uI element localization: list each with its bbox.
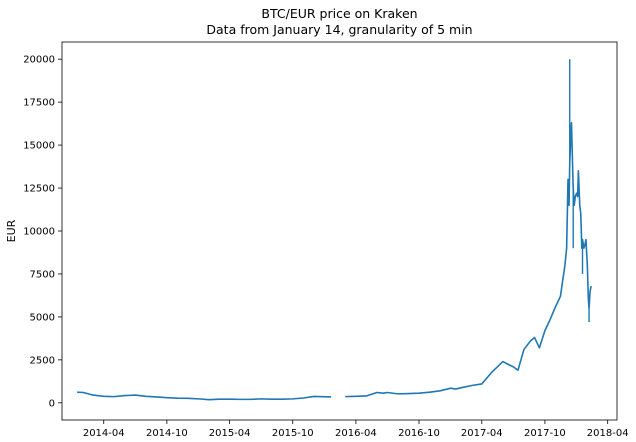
y-tick-label: 10000 — [23, 227, 55, 238]
x-axis: 2014-04 2014-10 2015-04 2015-10 2016-04 2016-… — [83, 420, 629, 439]
x-tick-label: 2016-10 — [398, 428, 440, 439]
x-tick-label: 2017-04 — [461, 428, 503, 439]
chart-title: BTC/EUR price on Kraken — [261, 6, 418, 21]
plot-frame — [61, 41, 618, 421]
y-tick-label: 15000 — [23, 141, 55, 152]
chart-subtitle: Data from January 14, granularity of 5 m… — [206, 22, 473, 37]
y-tick-label: 12500 — [23, 184, 55, 195]
series-line — [77, 391, 332, 401]
x-tick-label: 2014-04 — [83, 428, 125, 439]
x-tick-label: 2016-04 — [335, 428, 377, 439]
y-axis-label: EUR — [5, 219, 18, 242]
x-tick-label: 2018-04 — [587, 428, 629, 439]
y-tick-label: 17500 — [23, 98, 55, 109]
series-line — [345, 121, 592, 398]
y-axis: 0 2500 5000 7500 10000 12500 15000 17500 20000 — [23, 55, 62, 409]
x-tick-label: 2015-10 — [272, 428, 314, 439]
y-tick-label: 7500 — [30, 269, 55, 280]
y-tick-label: 5000 — [30, 312, 55, 323]
x-tick-label: 2017-10 — [524, 428, 566, 439]
x-tick-label: 2014-10 — [146, 428, 188, 439]
x-tick-label: 2015-04 — [209, 428, 251, 439]
y-tick-label: 0 — [49, 398, 55, 409]
series-layer — [77, 59, 592, 401]
y-tick-label: 2500 — [30, 355, 55, 366]
y-tick-label: 20000 — [23, 55, 55, 66]
